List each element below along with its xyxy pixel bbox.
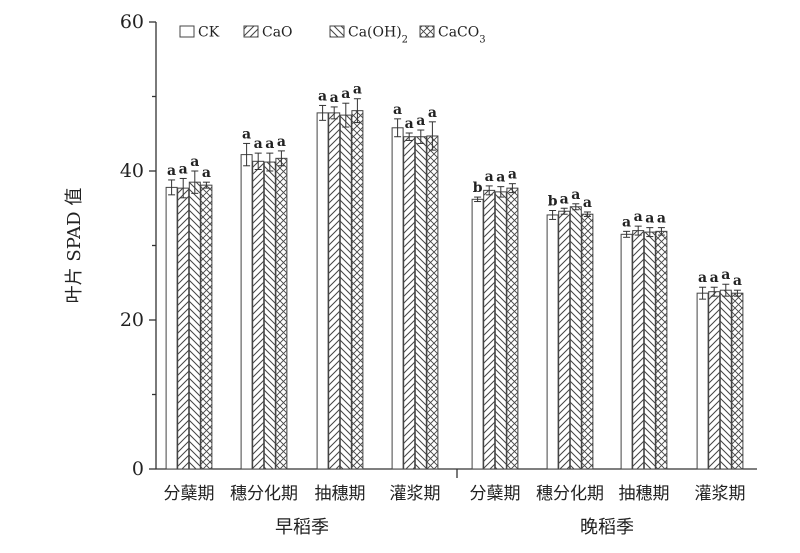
significance-label: a — [571, 187, 580, 203]
significance-label: a — [353, 82, 362, 98]
legend: CK CaO Ca(OH)2 CaCO3 — [179, 25, 486, 46]
bar — [643, 231, 656, 470]
significance-label: a — [698, 270, 707, 286]
significance-label: a — [428, 105, 437, 121]
bar — [719, 289, 732, 470]
significance-label: a — [496, 170, 505, 186]
bar — [581, 213, 594, 470]
legend-swatch — [329, 25, 345, 38]
bar — [339, 114, 352, 470]
bar — [569, 206, 582, 470]
legend-entry: Ca(OH)2 — [348, 25, 408, 46]
bar — [426, 135, 439, 470]
significance-label: a — [277, 134, 286, 150]
bar — [731, 292, 744, 470]
bar — [200, 184, 213, 470]
legend-entry: CaO — [262, 25, 293, 41]
bar — [177, 187, 190, 470]
significance-label: a — [405, 116, 414, 132]
y-axis-label: 叶片 SPAD 值 — [64, 188, 85, 304]
bar — [471, 198, 484, 470]
category-label: 抽穗期 — [315, 484, 366, 504]
bar — [655, 230, 668, 470]
significance-label: a — [583, 195, 592, 211]
legend-swatch — [179, 25, 195, 38]
significance-label: a — [393, 102, 402, 118]
bar — [506, 187, 519, 470]
bar — [275, 157, 288, 470]
significance-label: a — [622, 214, 631, 230]
bars — [165, 98, 744, 470]
bar — [632, 230, 645, 470]
significance-label: a — [202, 165, 211, 181]
significance-label: a — [634, 209, 643, 225]
bar — [546, 214, 559, 470]
y-tick-label: 40 — [120, 160, 144, 182]
category-label: 抽穗期 — [619, 484, 670, 504]
y-tick-label: 20 — [120, 309, 144, 331]
significance-label: a — [330, 90, 339, 106]
bar — [391, 127, 404, 470]
significance-label: a — [254, 136, 263, 152]
bar — [483, 189, 496, 470]
bar — [316, 112, 329, 470]
significance-label: a — [341, 86, 350, 102]
significance-label: a — [485, 169, 494, 185]
category-label: 穗分化期 — [536, 484, 604, 504]
bar — [620, 233, 633, 470]
legend-entry: CK — [198, 25, 220, 41]
category-label: 灌浆期 — [695, 484, 746, 504]
category-label: 分蘖期 — [470, 484, 521, 504]
significance-label: a — [733, 273, 742, 289]
significance-label: a — [416, 113, 425, 129]
significance-label: a — [560, 191, 569, 207]
bar — [696, 292, 709, 470]
legend-swatch — [419, 25, 435, 38]
y-tick-label: 0 — [132, 458, 144, 480]
bar — [558, 210, 571, 470]
bar — [708, 291, 721, 470]
bar — [328, 112, 341, 470]
legend-entry: CaCO3 — [438, 25, 486, 46]
significance-label: a — [721, 267, 730, 283]
bar — [188, 181, 201, 470]
bar — [351, 110, 364, 470]
bar — [414, 136, 427, 470]
bar — [263, 161, 276, 470]
y-tick-label: 60 — [120, 11, 144, 33]
significance-label: a — [657, 211, 666, 227]
bar — [252, 160, 265, 470]
category-label: 分蘖期 — [164, 484, 215, 504]
bar — [403, 136, 416, 470]
category-label: 穗分化期 — [230, 484, 298, 504]
significance-label: a — [508, 167, 517, 183]
significance-label: a — [179, 161, 188, 177]
bar — [494, 191, 507, 470]
significance-label: a — [190, 154, 199, 170]
category-label: 灌浆期 — [390, 484, 441, 504]
bar — [240, 154, 253, 470]
significance-label: a — [710, 270, 719, 286]
season-group-label: 早稻季 — [275, 517, 329, 538]
significance-label: a — [167, 163, 176, 179]
significance-label: b — [473, 180, 483, 196]
legend-swatch — [243, 25, 259, 38]
significance-label: a — [645, 211, 654, 227]
significance-label: a — [242, 126, 251, 142]
season-group-label: 晚稻季 — [580, 517, 634, 538]
significance-label: b — [548, 193, 558, 209]
significance-label: a — [265, 136, 274, 152]
bar — [165, 186, 178, 470]
significance-label: a — [318, 88, 327, 104]
